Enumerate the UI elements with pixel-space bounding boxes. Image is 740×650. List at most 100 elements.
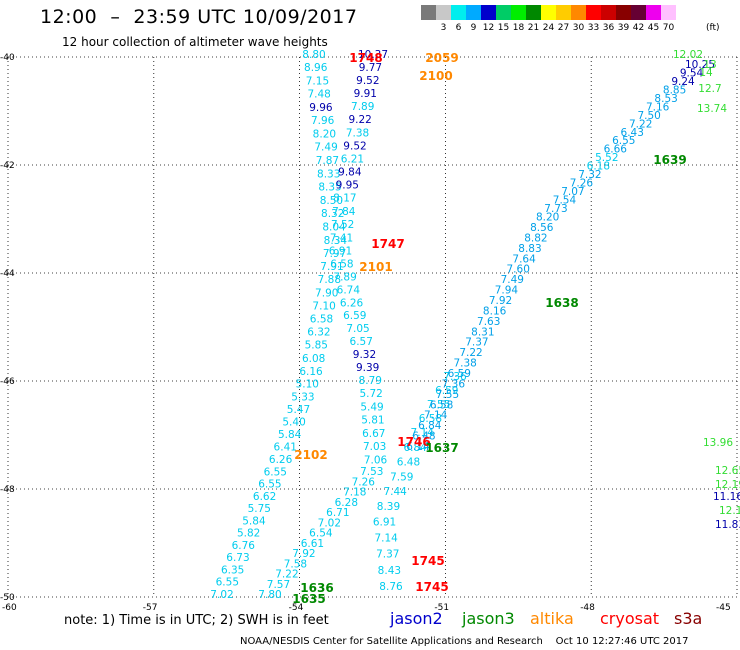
wave-height-value: 13.96 — [703, 437, 733, 449]
color-scale-label: 42 — [632, 23, 645, 33]
wave-height-value: 6.14 — [406, 441, 430, 453]
wave-height-value: 7.37 — [465, 337, 488, 349]
pass-time-label: 1635 — [292, 592, 325, 606]
color-scale-swatch: 45 — [646, 5, 661, 33]
lon-tick-label: -51 — [434, 603, 449, 613]
wave-height-value: 6.59 — [448, 368, 471, 380]
wave-height-value: 6.58 — [430, 399, 453, 411]
wave-height-value: 6.26 — [269, 454, 293, 466]
wave-height-value: 8.82 — [524, 232, 547, 244]
color-scale-swatch: 21 — [526, 5, 541, 33]
wave-height-value: 6.58 — [310, 313, 333, 325]
wave-height-value: 7.55 — [436, 389, 459, 401]
pass-time-label: 1637 — [425, 441, 458, 455]
wave-height-value: 5.40 — [282, 417, 305, 429]
wave-height-value: 6.57 — [350, 336, 373, 348]
wave-height-value: 7.50 — [637, 110, 660, 122]
wave-height-value: 8.80 — [302, 49, 325, 61]
wave-height-value: 8.34 — [324, 235, 348, 247]
wave-height-value: 7.92 — [292, 548, 315, 560]
wave-height-value: 7.14 — [411, 427, 435, 439]
color-scale-label: 3 — [440, 23, 447, 33]
wave-height-value: 7.64 — [512, 253, 536, 265]
wave-height-value: 8.43 — [378, 565, 401, 577]
color-scale-swatch: 27 — [556, 5, 571, 33]
wave-height-value: 11.16 — [713, 491, 740, 503]
wave-height-value: 7.26 — [352, 476, 376, 488]
wave-height-value: 7.63 — [477, 316, 500, 328]
wave-height-value: 6.59 — [343, 310, 366, 322]
color-scale-label: 15 — [497, 23, 510, 33]
wave-height-value: 5.84 — [242, 515, 266, 527]
wave-height-value: 5.82 — [237, 528, 260, 540]
wave-height-value: 6.91 — [373, 516, 396, 528]
legend-item-jason3: jason3 — [462, 609, 515, 628]
color-scale-label: 6 — [455, 23, 462, 33]
wave-height-value: 6.08 — [302, 353, 325, 365]
wave-height-value: 6.73 — [226, 552, 249, 564]
wave-height-value: 9.54 — [680, 67, 704, 79]
wave-height-value: 7.97 — [323, 248, 346, 260]
wave-height-value: 6.74 — [337, 284, 361, 296]
legend-item-jason2: jason2 — [390, 609, 443, 628]
wave-height-value: 12.02 — [673, 49, 703, 61]
wave-height-value: 6.18 — [587, 161, 610, 173]
color-scale-swatch: 70 — [661, 5, 676, 33]
wave-height-value: 5.81 — [361, 415, 384, 427]
wave-height-value: 7.41 — [330, 232, 353, 244]
wave-height-value: 8.17 — [333, 193, 356, 205]
pass-time-label: 1638 — [545, 296, 578, 310]
wave-height-value: 7.60 — [507, 264, 530, 276]
wave-height-value: 8.35 — [318, 182, 341, 194]
wave-height-value: 8.04 — [322, 221, 346, 233]
wave-height-value: 8.16 — [483, 305, 507, 317]
wave-height-value: 6.62 — [253, 491, 276, 503]
wave-height-value: 6.32 — [307, 327, 330, 339]
wave-height-value: 7.57 — [267, 579, 290, 591]
wave-height-value: 6.66 — [604, 144, 628, 156]
color-scale-swatch: 18 — [511, 5, 526, 33]
pass-time-label: 1747 — [371, 237, 404, 251]
wave-height-value: 7.87 — [316, 155, 339, 167]
wave-height-value: 6.41 — [274, 442, 297, 454]
wave-height-value: 7.54 — [553, 195, 577, 207]
color-scale-swatch: 3 — [436, 5, 451, 33]
lon-tick-label: -48 — [580, 603, 595, 613]
wave-height-value: 6.61 — [301, 538, 324, 550]
wave-height-value: 7.22 — [629, 118, 652, 130]
wave-height-value: 8.56 — [530, 222, 554, 234]
wave-height-value: 7.88 — [318, 274, 341, 286]
wave-height-value: 6.28 — [335, 497, 358, 509]
lon-tick-label: -57 — [143, 603, 158, 613]
wave-height-value: 9.95 — [336, 179, 359, 191]
wave-height-value: 6.43 — [621, 127, 644, 139]
wave-height-value: 7.52 — [331, 219, 354, 231]
wave-height-value: 6.16 — [299, 366, 323, 378]
wave-height-value: 9.22 — [348, 114, 371, 126]
lat-tick-label: -46 — [0, 377, 15, 387]
wave-height-value: 6.55 — [258, 479, 281, 491]
wave-height-value: 7.48 — [307, 89, 330, 101]
color-scale-label: 45 — [647, 23, 660, 33]
wave-height-value: 5.10 — [296, 379, 319, 391]
wave-height-value: 6.54 — [309, 528, 333, 540]
lat-tick-label: -44 — [0, 269, 15, 279]
lat-tick-label: -50 — [0, 593, 15, 603]
color-scale-label: 9 — [470, 23, 477, 33]
map-grid — [7, 56, 738, 598]
wave-height-value: 7.10 — [312, 300, 335, 312]
color-scale-label: 70 — [662, 23, 675, 33]
color-scale-swatch: 36 — [601, 5, 616, 33]
wave-height-value: 7.18 — [343, 487, 366, 499]
wave-height-value: 8.39 — [377, 501, 400, 513]
map-axis-ticks: -40 -42 -44 -46 -48 -50-60 -57 -54 -51 -48 -45 — [0, 53, 731, 613]
wave-height-value: 7.90 — [315, 287, 338, 299]
legend-item-s3a: s3a — [674, 609, 703, 628]
color-scale-label: 12 — [482, 23, 495, 33]
wave-height-value: 5.85 — [305, 340, 328, 352]
wave-height-observations: 8.808.967.157.489.967.968.207.497.878.33… — [210, 49, 740, 601]
wave-height-value: 7.05 — [346, 323, 369, 335]
page-title: 12:00 – 23:59 UTC 10/09/2017 — [40, 6, 358, 28]
wave-height-value: 7.53 — [360, 466, 383, 478]
